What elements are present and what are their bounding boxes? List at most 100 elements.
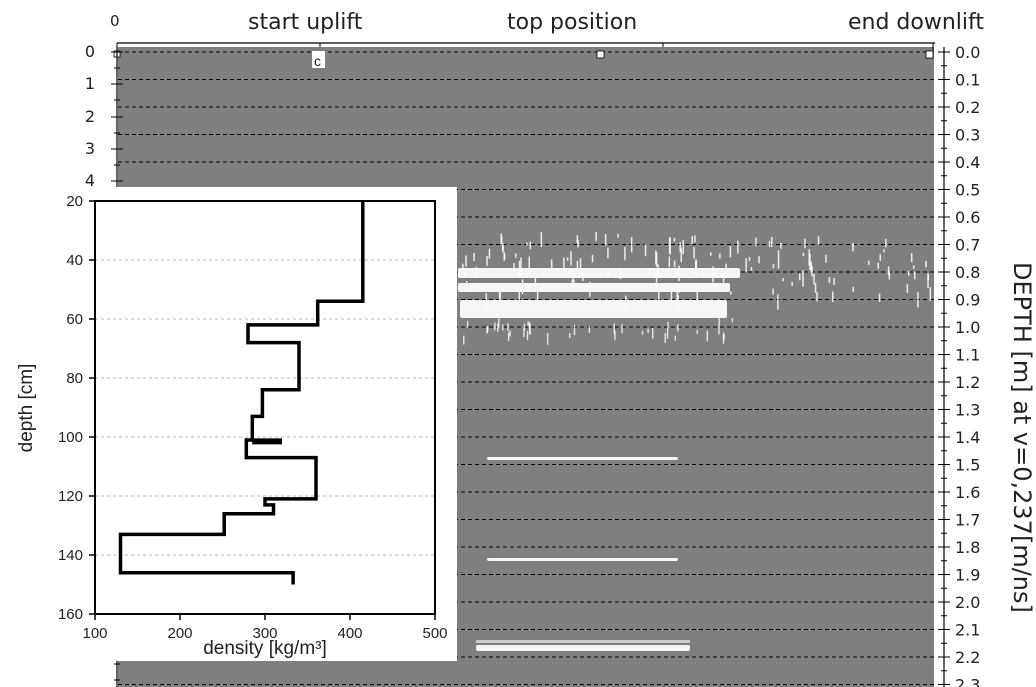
reflector-speckle: [811, 266, 813, 277]
reflector-speckle: [668, 236, 671, 254]
right-tick-label: 2.3: [955, 676, 980, 687]
reflector-speckle: [696, 329, 698, 334]
inset-x-tick-label: 300: [252, 625, 277, 642]
reflector-speckle: [852, 243, 854, 252]
right-tick-label: 0.5: [955, 181, 980, 200]
reflector-speckle: [630, 237, 633, 253]
reflector-speckle: [507, 322, 509, 331]
reflector-speckle: [678, 288, 680, 293]
reflector-speckle: [579, 258, 582, 269]
radargram-reflectors: [458, 232, 932, 651]
reflector-speckle: [680, 248, 683, 263]
reflector-speckle: [712, 266, 714, 283]
reflector-speckle: [500, 236, 503, 243]
reflector-speckle: [925, 260, 927, 268]
reflector-speckle: [487, 326, 489, 332]
inset-x-tick-label: 500: [422, 625, 447, 642]
reflector-speckle: [692, 268, 694, 274]
reflector-speckle: [655, 276, 658, 289]
density-inset: 20 40 60 80 100 120 140 160 100 200 300 400 500 den…: [0, 187, 457, 661]
reflector-speckle: [520, 257, 522, 272]
inset-y-tick-label: 120: [58, 488, 83, 505]
reflector-speckle: [677, 324, 679, 332]
inset-y-tick-label: 100: [58, 429, 83, 446]
reflector-speckle: [833, 278, 835, 285]
reflector-band: [476, 640, 690, 643]
reflector-speckle: [546, 332, 549, 345]
reflector-speckle: [810, 261, 813, 273]
reflector-speckle: [566, 257, 569, 261]
right-tick-label: 2.1: [955, 621, 980, 640]
inset-background: [0, 187, 457, 661]
reflector-speckle: [832, 291, 834, 303]
right-tick-label: 0.4: [955, 153, 980, 172]
right-tick-label: 1.4: [955, 428, 980, 447]
reflector-speckle: [514, 253, 517, 258]
reflector-speckle: [673, 260, 676, 268]
reflector-speckle: [488, 248, 491, 259]
left-tick-1: 1: [85, 74, 95, 93]
reflector-speckle: [719, 253, 721, 259]
reflector-band: [476, 645, 690, 651]
right-tick-label: 0.2: [955, 98, 980, 117]
reflector-speckle: [469, 283, 472, 293]
reflector-speckle: [782, 277, 784, 282]
reflector-band: [487, 457, 678, 460]
reflector-speckle: [652, 328, 654, 339]
inset-y-tick-label: 40: [66, 252, 83, 269]
reflector-speckle: [670, 289, 673, 303]
reflector-speckle: [529, 241, 532, 250]
reflector-speckle: [737, 240, 739, 254]
reflector-speckle: [573, 324, 576, 336]
reflector-speckle: [691, 236, 694, 245]
reflector-speckle: [582, 271, 584, 282]
reflector-speckle: [485, 293, 488, 310]
reflector-speckle: [624, 247, 626, 261]
reflector-speckle: [731, 318, 734, 323]
reflector-speckle: [750, 267, 753, 271]
reflector-speckle: [910, 253, 913, 263]
reflector-speckle: [536, 291, 539, 304]
reflector-speckle: [852, 286, 854, 292]
top-axis: c 0 start uplift top position end downli…: [110, 10, 984, 69]
reflector-speckle: [655, 250, 657, 265]
reflector-speckle: [802, 252, 805, 257]
reflector-speckle: [667, 321, 669, 329]
reflector-speckle: [617, 233, 619, 238]
reflector-speckle: [907, 270, 910, 276]
reflector-speckle: [563, 257, 565, 271]
reflector-speckle: [674, 335, 677, 341]
reflector-speckle: [913, 271, 916, 280]
reflector-speckle: [917, 292, 919, 308]
reflector-speckle: [497, 323, 499, 332]
reflector-band: [460, 300, 727, 318]
reflector-speckle: [475, 266, 478, 274]
right-tick-label: 0.9: [955, 291, 980, 310]
reflector-speckle: [521, 279, 524, 295]
reflector-speckle: [528, 256, 531, 273]
marker-square-top: [596, 50, 605, 59]
right-tick-label: 1.3: [955, 401, 980, 420]
reflector-speckle: [718, 318, 720, 325]
reflector-band: [458, 283, 730, 292]
right-tick-label: 1.5: [955, 456, 980, 475]
reflector-speckle: [877, 262, 880, 269]
reflector-speckle: [607, 272, 610, 276]
reflector-speckle: [694, 235, 696, 243]
reflector-speckle: [523, 323, 526, 331]
reflector-speckle: [658, 290, 660, 302]
right-tick-label: 1.7: [955, 511, 980, 530]
reflector-speckle: [676, 288, 678, 300]
reflector-speckle: [486, 255, 488, 266]
inset-y-tick-label: 20: [66, 193, 83, 210]
reflector-speckle: [619, 268, 622, 280]
reflector-speckle: [802, 270, 804, 287]
reflector-speckle: [644, 243, 647, 257]
reflector-speckle: [666, 328, 669, 339]
reflector-speckle: [569, 333, 571, 338]
reflector-speckle: [589, 281, 591, 297]
reflector-speckle: [804, 238, 806, 249]
reflector-speckle: [576, 260, 579, 271]
reflector-speckle: [657, 264, 659, 278]
